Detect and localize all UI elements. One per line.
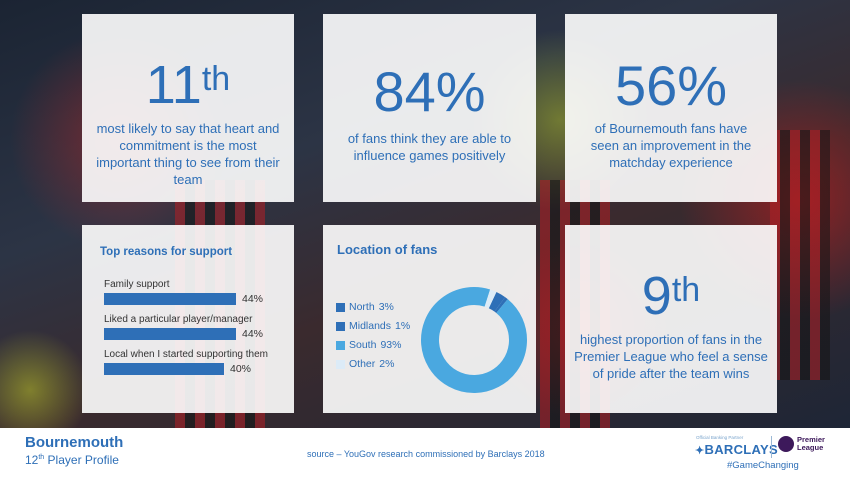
partner-note: Official Banking Partner <box>696 435 744 440</box>
reason-value: 40% <box>230 363 252 375</box>
location-title: Location of fans <box>337 242 438 257</box>
legend-item: Other 2% <box>336 358 394 370</box>
premier-league-logo: Premier League <box>797 435 825 452</box>
reason-bar <box>104 328 236 340</box>
stat-11th-number: 11th <box>145 55 231 115</box>
reasons-card: Top reasons for support Family support 44… <box>82 225 294 413</box>
reason-value: 44% <box>242 328 264 340</box>
legend-name: Midlands <box>349 320 392 332</box>
stat-84-number: 84% <box>373 60 486 123</box>
hashtag: #GameChanging <box>727 460 799 471</box>
legend-item: South 93% <box>336 339 401 351</box>
barclays-logo: ✦BARCLAYS <box>695 442 778 457</box>
stat-9th-number: 9th <box>641 266 701 326</box>
eagle-icon: ✦ <box>695 445 705 457</box>
reason-label: Local when I started supporting them <box>104 349 268 360</box>
legend-swatch <box>336 302 345 312</box>
legend-item: North 3% <box>336 301 394 313</box>
stat-56-number: 56% <box>614 54 728 117</box>
donut-slice-north <box>488 291 506 312</box>
reason-label: Family support <box>104 279 170 290</box>
legend-name: South <box>349 339 377 351</box>
logo-divider <box>771 436 772 458</box>
location-card: Location of fans North 3% Midlands 1% South 9… <box>323 225 536 413</box>
stat-card-84: 84% of fans think they are able to influ… <box>323 14 536 202</box>
club-name: Bournemouth <box>25 434 124 451</box>
footer-bar: Bournemouth 12th Player Profile source –… <box>0 428 850 478</box>
player-shirt-right <box>770 130 830 380</box>
stat-84-text: of fans think they are able to influence… <box>347 131 512 163</box>
donut-slice-midlands <box>494 297 508 314</box>
reason-bar <box>104 293 236 305</box>
location-donut-chart <box>421 287 527 393</box>
legend-swatch <box>336 340 345 350</box>
legend-name: Other <box>349 358 376 370</box>
stat-card-56: 56% of Bournemouth fans have seen an imp… <box>565 14 777 202</box>
legend-name: North <box>349 301 375 313</box>
stat-9th-text: highest proportion of fans in the Premie… <box>574 332 768 381</box>
donut-slice-south <box>421 287 527 393</box>
donut-slice-other <box>484 289 497 309</box>
reason-label: Liked a particular player/manager <box>104 314 253 325</box>
stat-card-11th: 11th most likely to say that heart and c… <box>82 14 294 202</box>
stat-card-9th: 9th highest proportion of fans in the Pr… <box>565 225 777 413</box>
reasons-title: Top reasons for support <box>100 246 233 258</box>
legend-swatch <box>336 359 345 369</box>
stat-11th-text: most likely to say that heart and commit… <box>96 121 280 187</box>
legend-value: 93% <box>380 339 402 351</box>
profile-subtitle: 12th Player Profile <box>25 453 119 467</box>
reason-value: 44% <box>242 293 264 305</box>
source-note: source – YouGov research commissioned by… <box>307 449 545 459</box>
reason-bar <box>104 363 224 375</box>
legend-value: 3% <box>378 301 394 313</box>
legend-value: 1% <box>395 320 411 332</box>
legend-item: Midlands 1% <box>336 320 410 332</box>
stat-56-text: of Bournemouth fans have seen an improve… <box>590 121 752 170</box>
premier-league-lion-icon <box>778 436 794 452</box>
legend-swatch <box>336 321 345 331</box>
legend-value: 2% <box>379 358 395 370</box>
